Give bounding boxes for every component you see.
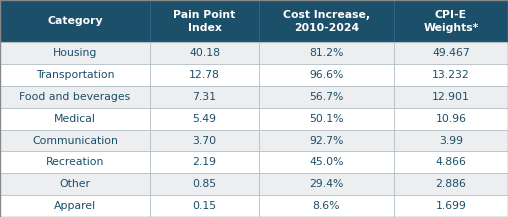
- Bar: [0, 64, 150, 86]
- Text: Cost Increase,
2010-2024: Cost Increase, 2010-2024: [283, 10, 370, 33]
- Bar: [150, 195, 259, 217]
- Text: 56.7%: 56.7%: [309, 92, 343, 102]
- Text: 2.886: 2.886: [435, 179, 466, 189]
- Bar: [0, 173, 150, 195]
- Bar: [0, 195, 150, 217]
- Bar: [259, 195, 394, 217]
- Bar: [394, 130, 508, 151]
- Bar: [150, 151, 259, 173]
- Text: 7.31: 7.31: [193, 92, 216, 102]
- Text: CPI-E
Weights*: CPI-E Weights*: [423, 10, 479, 33]
- Text: Housing: Housing: [53, 48, 97, 58]
- Text: 40.18: 40.18: [189, 48, 220, 58]
- Text: Recreation: Recreation: [46, 157, 104, 167]
- Text: 45.0%: 45.0%: [309, 157, 343, 167]
- Bar: [394, 0, 508, 42]
- Text: Apparel: Apparel: [54, 201, 96, 211]
- Text: 5.49: 5.49: [193, 114, 216, 124]
- Bar: [394, 108, 508, 130]
- Bar: [259, 130, 394, 151]
- Text: 92.7%: 92.7%: [309, 136, 343, 146]
- Bar: [0, 86, 150, 108]
- Bar: [259, 86, 394, 108]
- Bar: [259, 108, 394, 130]
- Text: 13.232: 13.232: [432, 70, 470, 80]
- Text: 0.15: 0.15: [193, 201, 216, 211]
- Text: 2.19: 2.19: [193, 157, 216, 167]
- Bar: [0, 108, 150, 130]
- Bar: [394, 86, 508, 108]
- Bar: [394, 173, 508, 195]
- Text: Communication: Communication: [32, 136, 118, 146]
- Bar: [150, 42, 259, 64]
- Text: 3.70: 3.70: [193, 136, 216, 146]
- Bar: [259, 42, 394, 64]
- Bar: [394, 151, 508, 173]
- Text: Other: Other: [59, 179, 90, 189]
- Text: Medical: Medical: [54, 114, 96, 124]
- Bar: [0, 0, 150, 42]
- Text: 3.99: 3.99: [439, 136, 463, 146]
- Text: 8.6%: 8.6%: [312, 201, 340, 211]
- Bar: [0, 151, 150, 173]
- Bar: [150, 173, 259, 195]
- Bar: [394, 64, 508, 86]
- Text: 12.901: 12.901: [432, 92, 470, 102]
- Bar: [259, 173, 394, 195]
- Text: Transportation: Transportation: [36, 70, 114, 80]
- Text: 96.6%: 96.6%: [309, 70, 343, 80]
- Bar: [394, 42, 508, 64]
- Text: Pain Point
Index: Pain Point Index: [173, 10, 236, 33]
- Bar: [150, 64, 259, 86]
- Bar: [394, 195, 508, 217]
- Bar: [0, 130, 150, 151]
- Bar: [150, 130, 259, 151]
- Bar: [150, 86, 259, 108]
- Text: 0.85: 0.85: [193, 179, 216, 189]
- Bar: [150, 0, 259, 42]
- Bar: [259, 64, 394, 86]
- Text: 1.699: 1.699: [435, 201, 466, 211]
- Text: 29.4%: 29.4%: [309, 179, 343, 189]
- Bar: [259, 151, 394, 173]
- Bar: [259, 0, 394, 42]
- Text: 50.1%: 50.1%: [309, 114, 343, 124]
- Text: 12.78: 12.78: [189, 70, 220, 80]
- Text: 10.96: 10.96: [435, 114, 466, 124]
- Bar: [150, 108, 259, 130]
- Text: 4.866: 4.866: [435, 157, 466, 167]
- Text: 81.2%: 81.2%: [309, 48, 343, 58]
- Text: Food and beverages: Food and beverages: [19, 92, 131, 102]
- Text: Category: Category: [47, 16, 103, 26]
- Bar: [0, 42, 150, 64]
- Text: 49.467: 49.467: [432, 48, 470, 58]
